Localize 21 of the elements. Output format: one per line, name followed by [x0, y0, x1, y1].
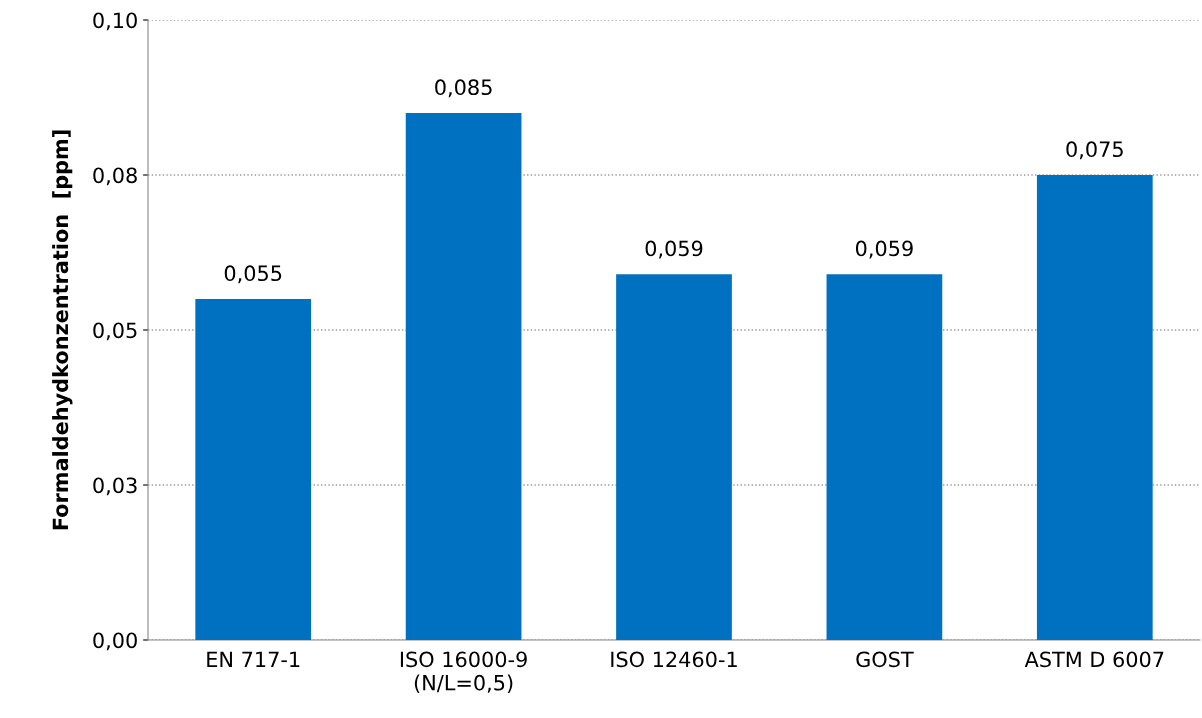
y-tick-label: 0,03 [93, 477, 137, 496]
y-tick-label: 0,00 [93, 632, 137, 651]
data-label: 0,059 [645, 240, 703, 259]
y-tick-label: 0,05 [93, 322, 137, 341]
y-tick-label: 0,08 [93, 167, 137, 186]
data-label: 0,059 [855, 240, 913, 259]
data-label: 0,085 [435, 79, 492, 98]
bar [1036, 175, 1153, 640]
bar [195, 299, 312, 640]
bar [826, 274, 943, 640]
data-label: 0,075 [1066, 141, 1123, 160]
data-label: 0,055 [224, 265, 282, 284]
x-tick-label: ISO 12460-1 [611, 651, 737, 668]
x-tick-label: EN 717-1 [207, 651, 300, 667]
y-axis-title: Formaldehydkonzentration [ppm] [52, 130, 73, 530]
x-tick-label: GOST [856, 651, 914, 668]
bar [405, 113, 522, 640]
y-tick-label: 0,10 [93, 12, 137, 31]
x-tick-label: ISO 16000-9 (N/L=0,5) [400, 651, 527, 694]
bar [616, 274, 732, 640]
x-tick-label: ASTM D 6007 [1024, 651, 1164, 668]
